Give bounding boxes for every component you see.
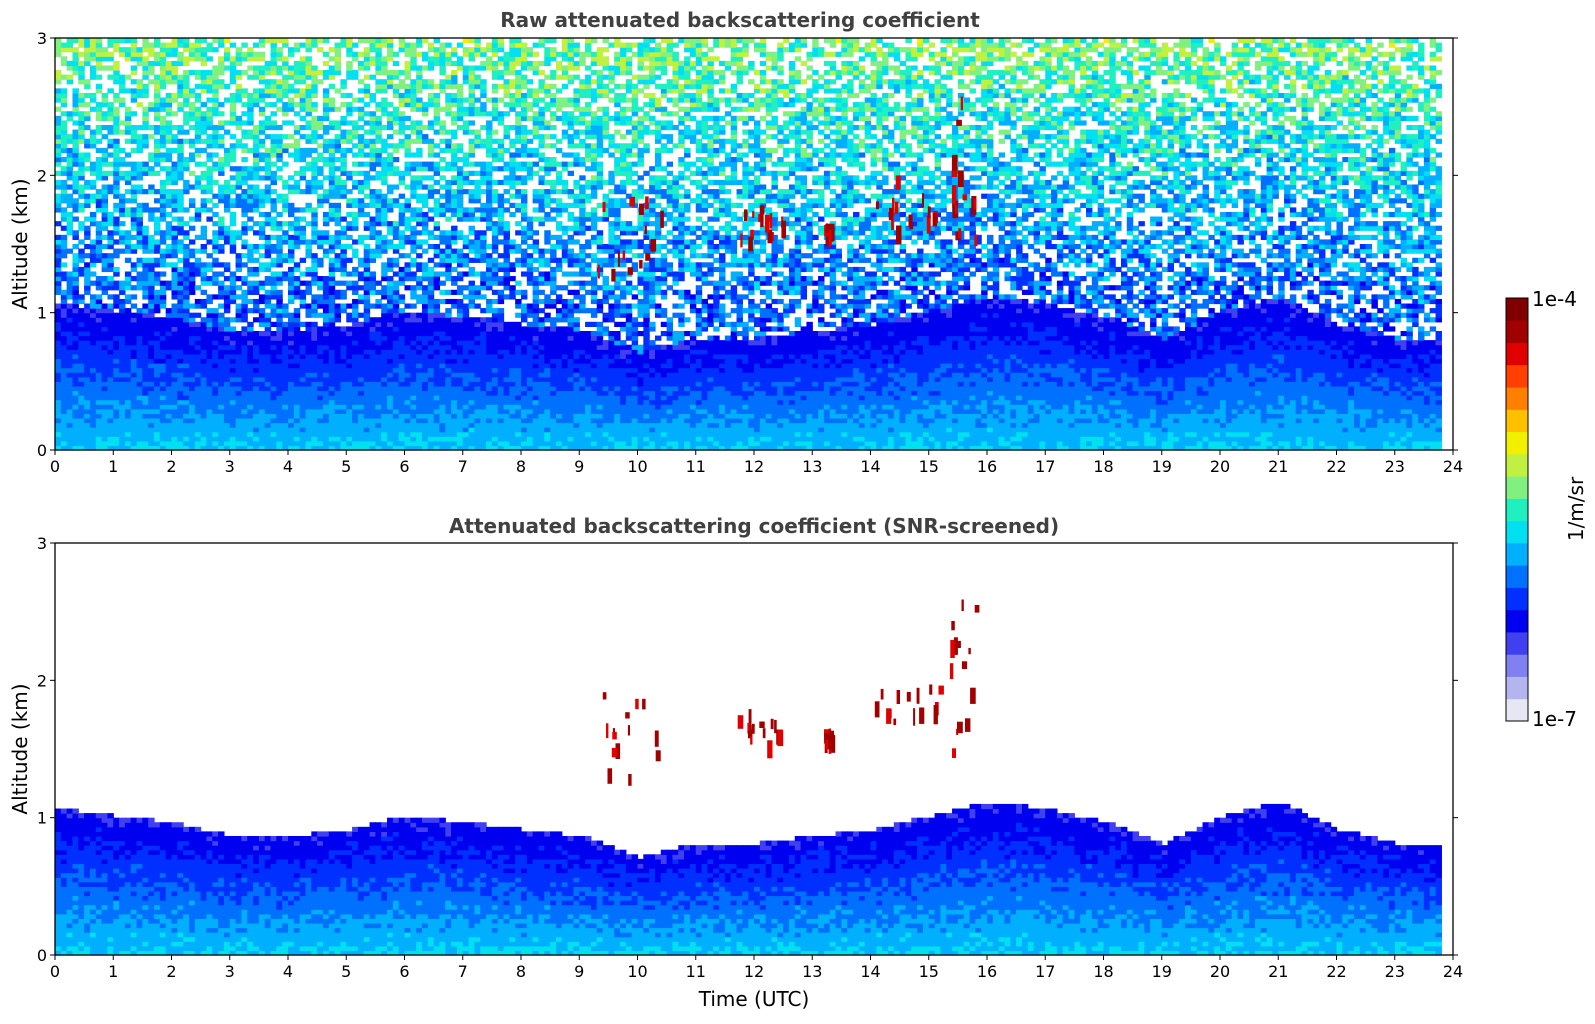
panel-screened-title: Attenuated backscattering coefficient (S… [449, 514, 1059, 538]
x-tick-label: 0 [50, 457, 60, 476]
colorbar-segment [1506, 431, 1528, 455]
x-tick-label: 17 [1035, 457, 1055, 476]
x-tick-label: 24 [1443, 457, 1463, 476]
colorbar-gradient [1506, 298, 1528, 722]
x-tick-label: 23 [1385, 962, 1405, 981]
colorbar-segment [1506, 609, 1528, 633]
x-tick-label: 8 [516, 962, 526, 981]
y-tick-label: 0 [37, 946, 47, 965]
x-tick-label: 3 [225, 457, 235, 476]
x-tick-label: 13 [802, 457, 822, 476]
colorbar-segment [1506, 654, 1528, 677]
y-tick-label: 2 [37, 166, 47, 185]
x-tick-label: 0 [50, 962, 60, 981]
panel-screened-plot-area [55, 599, 1442, 956]
x-tick-label: 16 [977, 962, 997, 981]
colorbar-unit-label: 1/m/sr [1564, 476, 1588, 541]
x-tick-label: 7 [458, 457, 468, 476]
x-tick-label: 6 [399, 962, 409, 981]
x-tick-label: 15 [919, 962, 939, 981]
x-tick-label: 1 [108, 962, 118, 981]
panel-screened-y-axis-label: Altitude (km) [8, 683, 32, 814]
x-tick-label: 21 [1268, 457, 1288, 476]
colorbar-segment [1506, 387, 1528, 410]
x-tick-label: 19 [1152, 457, 1172, 476]
colorbar-segment [1506, 298, 1528, 321]
x-tick-label: 4 [283, 962, 293, 981]
panel-screened-x-axis-label: Time (UTC) [698, 987, 810, 1011]
x-tick-label: 12 [744, 962, 764, 981]
colorbar-segment [1506, 476, 1528, 499]
x-tick-label: 5 [341, 457, 351, 476]
colorbar-max-label: 1e-4 [1532, 287, 1577, 311]
panel-raw-plot-area [55, 38, 1442, 451]
x-tick-label: 6 [399, 457, 409, 476]
x-tick-label: 4 [283, 457, 293, 476]
y-tick-label: 1 [37, 809, 47, 828]
x-tick-label: 20 [1210, 962, 1230, 981]
colorbar: 1e-4 1e-7 1/m/sr [1505, 287, 1588, 731]
panel-raw: Raw attenuated backscattering coefficien… [8, 8, 1463, 476]
colorbar-segment [1506, 453, 1528, 477]
x-tick-label: 18 [1093, 962, 1113, 981]
x-tick-label: 17 [1035, 962, 1055, 981]
y-tick-label: 2 [37, 671, 47, 690]
x-tick-label: 22 [1326, 962, 1346, 981]
colorbar-segment [1506, 520, 1528, 544]
x-tick-label: 14 [860, 962, 880, 981]
x-tick-label: 9 [574, 962, 584, 981]
colorbar-segment [1506, 498, 1528, 522]
x-tick-label: 15 [919, 457, 939, 476]
x-tick-label: 7 [458, 962, 468, 981]
y-tick-label: 1 [37, 304, 47, 323]
colorbar-segment [1506, 364, 1528, 388]
x-tick-label: 8 [516, 457, 526, 476]
colorbar-segment [1506, 542, 1528, 566]
x-tick-label: 2 [166, 457, 176, 476]
colorbar-segment [1506, 342, 1528, 366]
y-tick-label: 3 [37, 534, 47, 553]
panel-screened-y-ticks: 0 1 2 3 [37, 534, 1458, 965]
x-tick-label: 12 [744, 457, 764, 476]
colorbar-min-label: 1e-7 [1532, 707, 1577, 731]
colorbar-segment [1506, 587, 1528, 611]
x-tick-label: 1 [108, 457, 118, 476]
x-tick-label: 9 [574, 457, 584, 476]
x-tick-label: 20 [1210, 457, 1230, 476]
x-tick-label: 18 [1093, 457, 1113, 476]
colorbar-segment [1506, 320, 1528, 344]
colorbar-segment [1506, 565, 1528, 588]
colorbar-segment [1506, 409, 1528, 433]
panel-raw-title: Raw attenuated backscattering coefficien… [500, 8, 980, 32]
x-tick-label: 11 [686, 962, 706, 981]
panel-screened-x-ticks: 0 1 2 3 4 5 6 7 8 9 10 11 12 13 14 15 16 17 18 19 20 21 22 23 24 [50, 955, 1463, 981]
x-tick-label: 14 [860, 457, 880, 476]
x-tick-label: 2 [166, 962, 176, 981]
x-tick-label: 24 [1443, 962, 1463, 981]
x-tick-label: 5 [341, 962, 351, 981]
colorbar-segment [1506, 631, 1528, 655]
panel-raw-y-axis-label: Altitude (km) [8, 178, 32, 309]
x-tick-label: 3 [225, 962, 235, 981]
colorbar-segment [1506, 698, 1528, 722]
y-tick-label: 0 [37, 441, 47, 460]
y-tick-label: 3 [37, 29, 47, 48]
panel-raw-y-ticks: 0 1 2 3 [37, 29, 1458, 460]
x-tick-label: 10 [627, 457, 647, 476]
x-tick-label: 11 [686, 457, 706, 476]
x-tick-label: 21 [1268, 962, 1288, 981]
panel-raw-x-ticks: 0 1 2 3 4 5 6 7 8 9 10 11 12 13 14 15 16 17 18 19 20 21 22 23 24 [50, 450, 1463, 476]
x-tick-label: 10 [627, 962, 647, 981]
colorbar-segment [1506, 676, 1528, 700]
x-tick-label: 23 [1385, 457, 1405, 476]
x-tick-label: 16 [977, 457, 997, 476]
x-tick-label: 19 [1152, 962, 1172, 981]
panel-screened: Attenuated backscattering coefficient (S… [8, 514, 1463, 1011]
x-tick-label: 22 [1326, 457, 1346, 476]
colorbar-frame [1505, 297, 1529, 722]
x-tick-label: 13 [802, 962, 822, 981]
